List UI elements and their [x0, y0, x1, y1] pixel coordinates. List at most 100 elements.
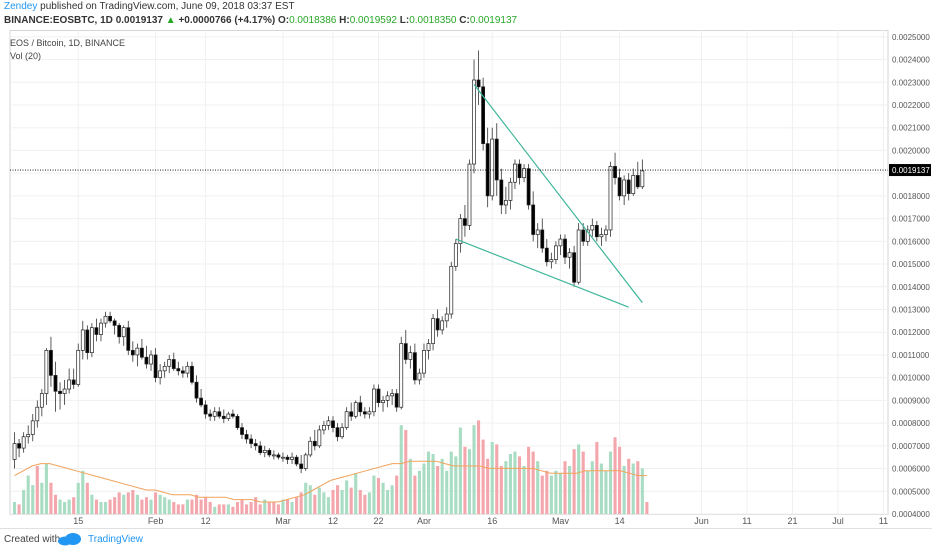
y-tick-label: 0.0020000	[892, 146, 930, 155]
volume-bar	[417, 470, 421, 514]
volume-bar	[249, 502, 253, 514]
legend-volume: Vol (20)	[10, 51, 42, 61]
candle-body	[303, 454, 308, 469]
volume-bar	[645, 502, 649, 514]
candle-body	[335, 427, 340, 438]
volume-bar	[426, 451, 431, 514]
volume-bar	[504, 461, 508, 514]
candle-body	[258, 445, 263, 453]
y-tick-label: 0.0005000	[892, 487, 930, 496]
volume-bar	[390, 485, 394, 514]
author-link[interactable]: Zendey	[4, 1, 38, 12]
candle-body	[253, 443, 258, 447]
high-label: H:	[339, 15, 350, 26]
candle-body	[180, 370, 185, 374]
volume-bar	[399, 425, 403, 514]
candle-body	[517, 163, 522, 179]
volume-bar	[577, 444, 581, 514]
candle-body	[21, 436, 26, 449]
candle-body	[158, 370, 163, 379]
x-tick-label: 22	[373, 516, 383, 524]
x-tick-label: 12	[328, 516, 338, 524]
volume-bar	[431, 454, 435, 514]
candle-body	[271, 454, 276, 457]
candle-body	[472, 79, 476, 165]
last-price: 0.0019137	[115, 15, 163, 26]
y-tick-label: 0.0015000	[892, 260, 930, 269]
close-label: C:	[459, 15, 470, 26]
volume-bar	[581, 451, 585, 514]
x-tick-label: Apr	[417, 516, 431, 524]
volume-bar	[194, 494, 199, 514]
volume-bar	[445, 470, 449, 514]
candle-body	[94, 327, 99, 335]
candle-body	[608, 165, 613, 231]
y-tick-label: 0.0006000	[892, 465, 930, 474]
chart-area[interactable]: 0.0004000 0.0005000 0.0006000 0.0007000 0.00…	[0, 30, 932, 526]
candle-body	[308, 440, 313, 456]
volume-bar	[126, 492, 130, 514]
candle-body	[394, 393, 399, 408]
publish-info: published on TradingView.com, June 09, 2…	[37, 1, 295, 12]
candle-body	[99, 322, 103, 335]
volume-bar	[313, 494, 317, 514]
volume-bar	[13, 502, 17, 514]
candle-body	[403, 343, 408, 360]
candle-body	[576, 229, 581, 283]
volume-bar	[113, 497, 117, 514]
candle-body	[426, 343, 431, 351]
volume-bar	[72, 497, 76, 514]
candle-body	[294, 456, 299, 465]
candle-body	[635, 175, 640, 188]
volume-bar	[345, 480, 349, 514]
volume-bar	[568, 466, 572, 514]
volume-bar	[513, 451, 517, 514]
price-chart[interactable]: 0.0004000 0.0005000 0.0006000 0.0007000 0.00…	[0, 30, 932, 526]
candle-body	[490, 138, 495, 197]
candle-body	[381, 400, 385, 404]
tradingview-logo[interactable]: TradingView	[88, 534, 144, 545]
candle-body	[185, 365, 190, 374]
volume-bar	[149, 499, 153, 514]
volume-bar	[90, 494, 94, 514]
candle-body	[508, 181, 513, 201]
volume-bar	[295, 497, 299, 514]
y-tick-label: 0.0021000	[892, 124, 930, 133]
volume-bar	[94, 499, 98, 514]
volume-bar	[495, 444, 499, 514]
volume-bar	[618, 446, 622, 514]
y-tick-label: 0.0007000	[892, 442, 930, 451]
candle-body	[58, 390, 62, 394]
candle-body	[467, 163, 472, 226]
volume-bar	[422, 463, 426, 514]
volume-bar	[35, 466, 39, 514]
volume-bar	[63, 502, 67, 514]
volume-bar	[208, 502, 212, 514]
volume-bar	[176, 504, 180, 514]
volume-bar	[140, 499, 144, 514]
candle-body	[572, 252, 577, 283]
volume-bar	[554, 470, 558, 514]
candle-body	[581, 229, 586, 242]
candle-body	[431, 318, 435, 344]
volume-bar	[326, 497, 330, 514]
volume-bar	[317, 487, 321, 514]
candle-body	[67, 379, 72, 390]
candle-body	[367, 411, 372, 415]
close-value: 0.0019137	[469, 15, 518, 26]
open-label: O:	[277, 15, 290, 26]
y-tick-label: 0.0016000	[892, 237, 930, 246]
volume-bar	[226, 504, 230, 514]
x-tick-label: 11	[879, 516, 888, 524]
candle-body	[162, 365, 167, 372]
volume-bar	[549, 475, 553, 514]
x-tick-label: Jun	[694, 516, 709, 524]
volume-bar	[349, 487, 353, 514]
volume-bar	[404, 430, 408, 514]
volume-bar	[590, 461, 594, 514]
volume-bar	[76, 482, 80, 514]
volume-bar	[508, 454, 512, 514]
volume-bar	[517, 456, 522, 514]
y-tick-label: 0.0023000	[892, 78, 930, 87]
candle-body	[585, 229, 590, 242]
